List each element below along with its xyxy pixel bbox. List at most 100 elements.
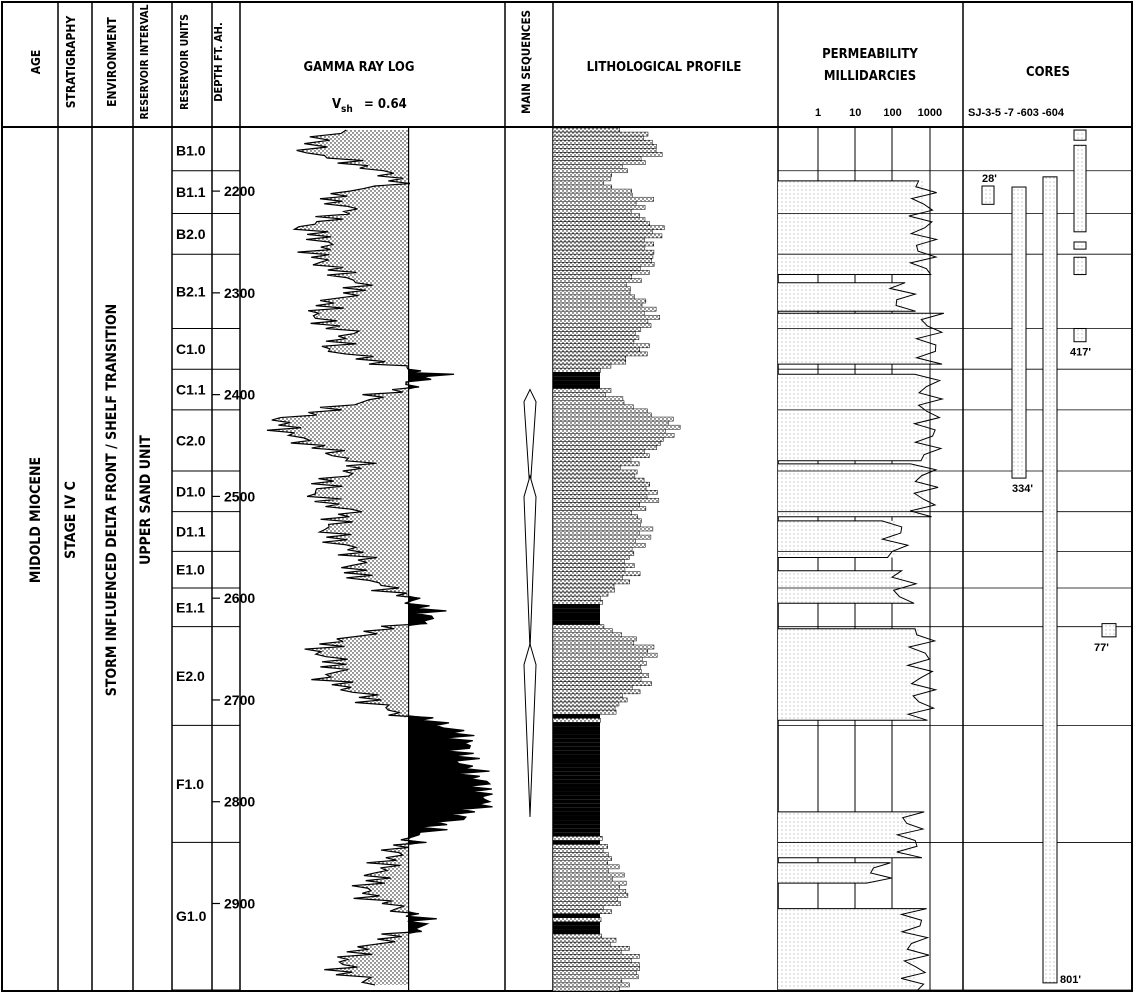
unit-label: B2.1: [176, 283, 206, 299]
permeability-interval-fill: [778, 862, 878, 884]
lithology-sand-bed: [552, 201, 637, 206]
lithology-sand-bed: [552, 868, 609, 874]
lithology-sand-bed: [552, 502, 640, 507]
lithology-sand-bed: [552, 282, 627, 288]
reservoir-interval-column-text: UPPER SAND UNIT: [138, 435, 154, 565]
permeability-interval-fill: [778, 811, 911, 858]
header-reservoir-units: RESERVOIR UNITS: [179, 14, 191, 110]
lithology-sand-bed: [552, 648, 648, 654]
lithology-shale-bed: [553, 746, 600, 751]
lithology-sand-bed: [552, 461, 640, 467]
unit-label: E2.0: [176, 668, 205, 684]
lithology-shale-bed: [553, 726, 600, 731]
lithology-sand-bed: [552, 359, 627, 365]
lithology-sand-bed: [552, 274, 633, 279]
permeability-curve: [778, 373, 945, 462]
lithology-sand-bed: [552, 262, 655, 267]
svg-text:V: V: [332, 97, 341, 112]
lithology-sand-bed: [552, 367, 601, 373]
gamma-shale-fill: [408, 130, 493, 985]
lithology-sand-bed: [552, 652, 658, 658]
lithology-shale-bed: [553, 799, 600, 804]
lithology-sand-bed: [552, 860, 608, 866]
lithology-sand-bed: [552, 905, 604, 910]
permeability-curve: [778, 811, 925, 859]
permeability-title: PERMEABILITY: [822, 47, 918, 62]
lithology-sand-bed: [552, 697, 628, 703]
lithology-sand-bed: [552, 347, 640, 353]
permeability-interval-fill: [778, 374, 929, 461]
lithology-sand-bed: [552, 481, 650, 487]
lithology-sand-bed: [552, 677, 642, 682]
reservoir-units-column: B1.0 B1.1 B2.0 B2.1 C1.0 C1.1 C2.0 D1.0 D1.1 E1.0…: [172, 142, 240, 991]
gamma-ray-title: GAMMA RAY LOG: [304, 60, 415, 75]
permeability-interval-fill: [778, 570, 903, 604]
cores-title: CORES: [1026, 65, 1070, 80]
core-length-label: 417': [1070, 347, 1091, 359]
lithology-shale-bed: [553, 767, 600, 772]
lithology-sand-bed: [552, 547, 633, 552]
lithology-sand-bed: [552, 408, 648, 414]
core-bar: [1011, 186, 1027, 479]
permeability-tick-label: 10: [849, 107, 861, 119]
lithology-sand-bed: [552, 424, 681, 430]
lithology-shale-bed: [553, 811, 600, 816]
lithology-sand-bed: [552, 131, 649, 137]
lithology-shale-bed: [553, 783, 600, 788]
lithology-sand-bed: [552, 164, 623, 169]
lithology-sand-bed: [552, 599, 603, 605]
lithology-shale-bed: [553, 807, 600, 812]
lithology-sand-bed: [552, 656, 643, 662]
lithology-shale-bed: [553, 929, 600, 935]
lithology-sand-bed: [552, 945, 630, 951]
unit-label: G1.0: [176, 908, 207, 924]
header-row: AGE STRATIGRAPHY ENVIRONMENT RESERVOIR I…: [29, 4, 1070, 119]
cores-track: 28' 334' 801' 417' 77': [981, 129, 1117, 986]
lithology-sand-bed: [552, 176, 612, 182]
lithology-sand-bed: [552, 888, 627, 894]
lithology-sand-bed: [552, 494, 648, 499]
lithology-shale-bed: [553, 608, 600, 613]
lithology-sand-bed: [552, 917, 602, 923]
sequence-marker: [523, 642, 537, 818]
lithology-sand-bed: [552, 701, 620, 707]
permeability-curve: [778, 282, 918, 312]
lithology-sand-bed: [552, 355, 626, 361]
lithology-sand-bed: [552, 323, 652, 328]
lithology-sand-bed: [552, 937, 617, 943]
lithology-sand-bed: [552, 449, 646, 454]
lithology-sand-bed: [552, 152, 663, 157]
permeability-curve: [778, 312, 945, 365]
lithology-sand-bed: [552, 640, 635, 646]
lithology-sand-bed: [552, 681, 652, 686]
permeability-curve: [778, 180, 939, 276]
lithology-shale-bed: [553, 380, 600, 385]
lithology-sand-bed: [552, 661, 647, 666]
unit-label: B2.0: [176, 226, 206, 242]
depth-tick-label: 2400: [224, 387, 255, 403]
permeability-curve: [778, 908, 930, 991]
lithology-sand-bed: [552, 180, 604, 186]
lithology-sand-bed: [552, 229, 653, 235]
core-bar: [1073, 144, 1087, 233]
permeability-tick-labels: 1 10 100 1000: [815, 107, 942, 119]
lithology-sand-bed: [552, 294, 636, 300]
lithology-sand-bed: [552, 575, 623, 581]
lithology-sand-bed: [552, 933, 602, 939]
lithology-sand-bed: [552, 396, 624, 401]
lithology-sand-bed: [552, 836, 603, 841]
permeability-curve: [778, 862, 892, 884]
lithology-sand-bed: [552, 233, 663, 239]
lithology-shale-bed: [553, 815, 600, 821]
header-age: AGE: [29, 50, 43, 75]
depth-tick-label: 2900: [224, 895, 255, 911]
lithology-sand-bed: [552, 310, 645, 316]
gamma-ray-log-track: [266, 128, 493, 990]
core-length-label: 334': [1012, 483, 1033, 495]
lithology-sand-bed: [552, 351, 648, 357]
lithology-sand-bed: [552, 709, 617, 715]
permeability-interval-fill: [778, 628, 922, 721]
depth-tick-label: 2800: [224, 794, 255, 810]
depth-axis: 2200 2300 2400 2500 2600 2700 2800 2900: [212, 183, 255, 911]
